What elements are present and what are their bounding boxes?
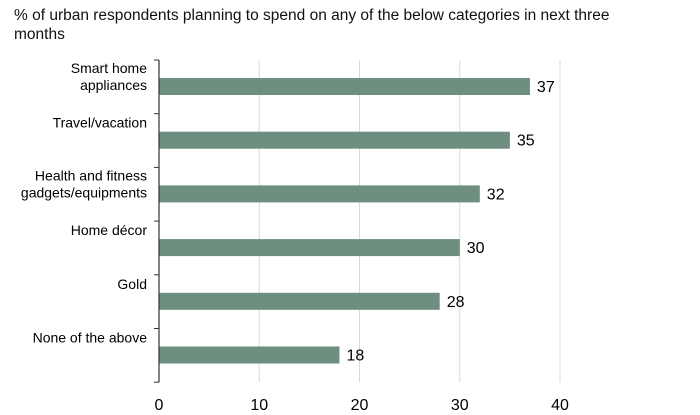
bar [159,185,480,203]
bar [159,131,510,149]
data-label: 35 [517,133,535,150]
category-label: Gold [117,276,147,292]
category-label: Travel/vacation [53,115,147,131]
data-label: 37 [537,79,555,96]
category-label: Smart home [71,60,147,76]
category-label: Health and fitness [35,167,147,183]
category-label: gadgets/equipments [21,184,147,200]
bar [159,292,440,310]
x-tick-label: 40 [551,397,569,414]
bar [159,346,340,364]
data-label: 32 [487,186,505,203]
category-label: None of the above [33,330,148,346]
chart-title: % of urban respondents planning to spend… [14,7,610,43]
data-label: 18 [346,348,364,365]
x-tick-label: 20 [351,397,369,414]
x-tick-label: 30 [451,397,469,414]
data-label: 28 [447,294,465,311]
bar [159,78,530,95]
category-label: appliances [80,77,147,93]
category-label: Home décor [71,222,148,238]
x-tick-label: 0 [155,397,164,414]
x-tick-label: 10 [250,397,268,414]
data-label: 30 [467,240,485,257]
bar [159,239,460,257]
